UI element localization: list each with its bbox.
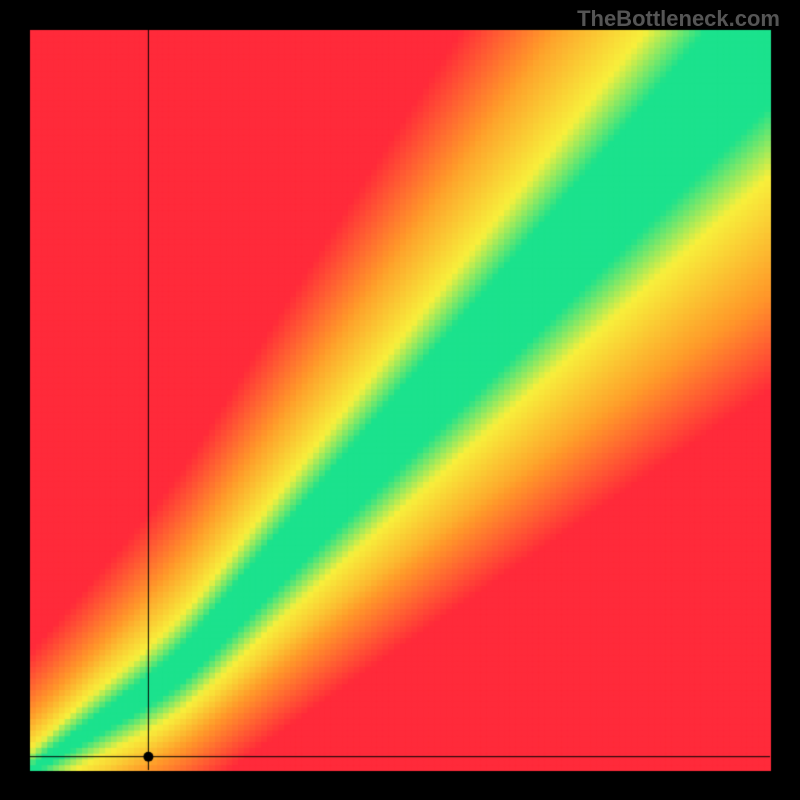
- watermark-text: TheBottleneck.com: [577, 6, 780, 32]
- bottleneck-heatmap: [0, 0, 800, 800]
- chart-container: TheBottleneck.com: [0, 0, 800, 800]
